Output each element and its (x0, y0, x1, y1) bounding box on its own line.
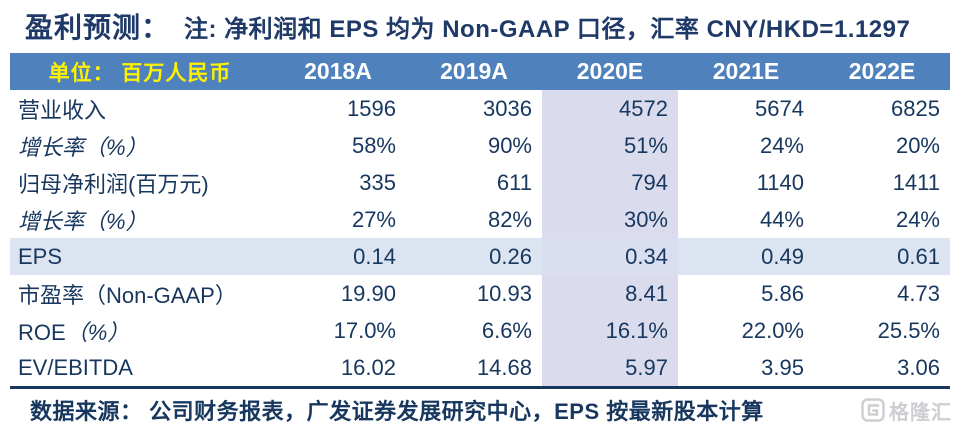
cell-value: 20% (814, 127, 950, 164)
table-row-profit-growth: 增长率（%） 27% 82% 30% 44% 24% (10, 201, 950, 238)
cell-value: 17.0% (270, 312, 406, 349)
cell-value: 1411 (814, 164, 950, 201)
page-title: 盈利预测： 注: 净利润和 EPS 均为 Non-GAAP 口径，汇率 CNY/… (25, 6, 955, 46)
cell-value-highlighted: 30% (542, 201, 678, 238)
row-label: ROE（%） (10, 312, 270, 349)
footer: 数据来源： 公司财务报表，广发证券发展研究中心，EPS 按最新股本计算 格隆汇 (30, 395, 954, 425)
cell-value: 5674 (678, 90, 814, 127)
title-main: 盈利预测： (25, 12, 171, 43)
column-header-2020E: 2020E (542, 53, 678, 90)
cell-value-highlighted: 0.34 (542, 238, 678, 275)
table-row-revenue: 营业收入 1596 3036 4572 5674 6825 (10, 90, 950, 127)
cell-value: 1596 (270, 90, 406, 127)
cell-value: 22.0% (678, 312, 814, 349)
cell-value: 6.6% (406, 312, 542, 349)
cell-value-highlighted: 794 (542, 164, 678, 201)
cell-value: 335 (270, 164, 406, 201)
row-label: 增长率（%） (10, 127, 270, 164)
cell-value: 58% (270, 127, 406, 164)
cell-value: 0.61 (814, 238, 950, 275)
cell-value: 0.26 (406, 238, 542, 275)
row-label: EV/EBITDA (10, 349, 270, 389)
gelonghui-g-icon (861, 398, 885, 422)
cell-value: 27% (270, 201, 406, 238)
data-source-note: 数据来源： 公司财务报表，广发证券发展研究中心，EPS 按最新股本计算 (30, 399, 764, 424)
cell-value: 25.5% (814, 312, 950, 349)
table-header-row: 单位： 百万人民币 2018A 2019A 2020E 2021E 2022E (10, 53, 950, 90)
table-row-revenue-growth: 增长率（%） 58% 90% 51% 24% 20% (10, 127, 950, 164)
table-row-pe-ratio: 市盈率（Non-GAAP） 19.90 10.93 8.41 5.86 4.73 (10, 275, 950, 312)
cell-value: 24% (678, 127, 814, 164)
row-label-main: ROE (18, 319, 66, 345)
cell-value: 3.06 (814, 349, 950, 389)
table-row-ev-ebitda: EV/EBITDA 16.02 14.68 5.97 3.95 3.06 (10, 349, 950, 389)
cell-value: 0.49 (678, 238, 814, 275)
cell-value: 1140 (678, 164, 814, 201)
column-header-2018A: 2018A (270, 53, 406, 90)
cell-value-highlighted: 8.41 (542, 275, 678, 312)
cell-value: 611 (406, 164, 542, 201)
column-header-2019A: 2019A (406, 53, 542, 90)
cell-value: 14.68 (406, 349, 542, 389)
cell-value-highlighted: 51% (542, 127, 678, 164)
earnings-forecast-table: 单位： 百万人民币 2018A 2019A 2020E 2021E 2022E … (10, 53, 950, 389)
cell-value: 0.14 (270, 238, 406, 275)
cell-value: 82% (406, 201, 542, 238)
row-label: 增长率（%） (10, 201, 270, 238)
row-label-suffix: （%） (65, 319, 130, 345)
cell-value-highlighted: 5.97 (542, 349, 678, 389)
cell-value: 16.02 (270, 349, 406, 389)
cell-value: 3.95 (678, 349, 814, 389)
cell-value-highlighted: 16.1% (542, 312, 678, 349)
column-header-2022E: 2022E (814, 53, 950, 90)
row-label: 归母净利润(百万元) (10, 164, 270, 201)
cell-value: 3036 (406, 90, 542, 127)
cell-value: 4.73 (814, 275, 950, 312)
cell-value: 19.90 (270, 275, 406, 312)
column-header-2021E: 2021E (678, 53, 814, 90)
cell-value: 44% (678, 201, 814, 238)
table-row-net-profit: 归母净利润(百万元) 335 611 794 1140 1411 (10, 164, 950, 201)
row-label: EPS (10, 238, 270, 275)
cell-value: 6825 (814, 90, 950, 127)
table-row-eps: EPS 0.14 0.26 0.34 0.49 0.61 (10, 238, 950, 275)
gelonghui-logo: 格隆汇 (861, 396, 952, 425)
table-row-roe: ROE（%） 17.0% 6.6% 16.1% 22.0% 25.5% (10, 312, 950, 349)
unit-header-cell: 单位： 百万人民币 (10, 53, 270, 90)
cell-value: 5.86 (678, 275, 814, 312)
cell-value-highlighted: 4572 (542, 90, 678, 127)
logo-text: 格隆汇 (889, 401, 952, 424)
row-label: 营业收入 (10, 90, 270, 127)
row-label: 市盈率（Non-GAAP） (10, 275, 270, 312)
cell-value: 10.93 (406, 275, 542, 312)
cell-value: 90% (406, 127, 542, 164)
title-note: 注: 净利润和 EPS 均为 Non-GAAP 口径，汇率 CNY/HKD=1.… (184, 16, 911, 43)
cell-value: 24% (814, 201, 950, 238)
